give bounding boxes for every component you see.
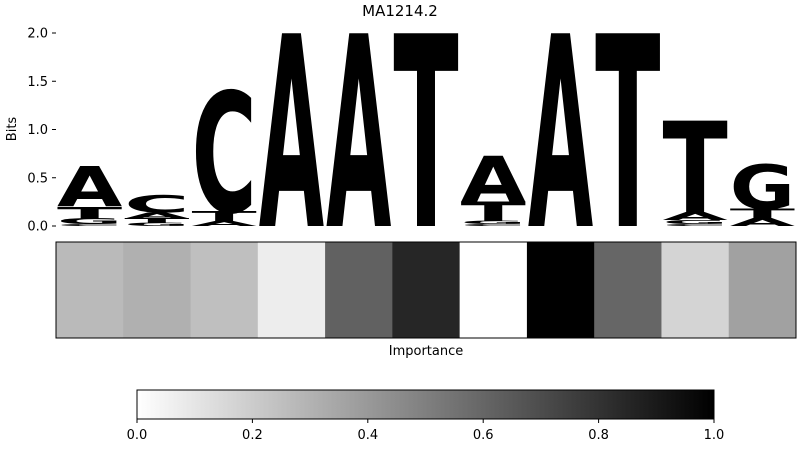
logo-letter-a: A [461, 143, 527, 217]
heatmap-cells [56, 242, 797, 338]
logo-letter-t: T [393, 0, 458, 289]
logo-letter-a: A [326, 0, 391, 289]
logo-letter-g: G [662, 219, 727, 225]
heatmap-frame [55, 241, 797, 339]
heatmap-cell [325, 242, 393, 338]
colorbar-tick-label: 0.8 [588, 428, 609, 443]
logo-letter-a: A [192, 220, 257, 228]
logo-letter-a: A [57, 155, 122, 220]
logo-letter-t: T [461, 197, 526, 228]
colorbar-gradient [136, 389, 715, 420]
y-tick-label: 0.5 [27, 171, 48, 186]
importance-heatmap: Importance [55, 241, 797, 359]
logo-letter-a: A [528, 0, 593, 289]
logo-letter-c: C [57, 224, 122, 227]
colorbar-tick-label: 0.2 [242, 428, 263, 443]
logo-letter-a: A [259, 0, 324, 289]
logo-letter-g: G [57, 217, 122, 226]
logo-letter-t: T [124, 217, 189, 225]
colorbar-tick-label: 0.6 [473, 428, 494, 443]
heatmap-cell [123, 242, 192, 338]
logo-letter-t: T [57, 204, 123, 223]
logo-letter-a: A [730, 216, 796, 228]
logo-letter-c: C [124, 191, 189, 218]
logo-letter-a: A [662, 211, 728, 223]
logo-letter-g: G [124, 222, 189, 227]
colorbar-tick-label: 1.0 [704, 428, 725, 443]
y-tick-label: 1.0 [27, 123, 48, 138]
heatmap-cell [594, 242, 662, 338]
logo-letter-t: T [730, 206, 796, 221]
heatmap-cell [728, 242, 797, 338]
heatmap-cell [56, 242, 124, 338]
logo-letter-t: T [192, 209, 258, 224]
colorbar-tick-label: 0.0 [127, 428, 148, 443]
logo-letter-c: C [662, 224, 727, 227]
heatmap-cell [257, 242, 326, 338]
heatmap-cell [459, 242, 528, 338]
y-tick-label: 1.5 [27, 75, 48, 90]
logo-letter-c: C [192, 60, 257, 252]
logo-letter-a: A [124, 211, 190, 220]
y-tick-label: 2.0 [27, 27, 48, 42]
colorbar: 0.0 0.2 0.4 0.6 0.8 1.0 [127, 389, 725, 443]
y-axis: 0.0 0.5 1.0 1.5 2.0 [27, 27, 56, 235]
colorbar-tick-label: 0.4 [357, 428, 378, 443]
y-axis-label: Bits [5, 117, 20, 142]
logo-letter-t: T [662, 97, 727, 243]
heatmap-cell [661, 242, 730, 338]
logo-title: MA1214.2 [362, 2, 438, 20]
logo-letter-t: T [595, 0, 660, 289]
heatmap-x-label: Importance [389, 344, 464, 359]
heatmap-cell [526, 242, 595, 338]
heatmap-cell [190, 242, 259, 338]
logo-letter-g: G [730, 152, 795, 223]
colorbar-ticks: 0.0 0.2 0.4 0.6 0.8 1.0 [127, 419, 725, 443]
y-tick-label: 0.0 [27, 220, 48, 235]
heatmap-cell [392, 242, 461, 338]
logo-letter-g: G [461, 220, 526, 225]
logo-letter-c: C [461, 224, 526, 227]
